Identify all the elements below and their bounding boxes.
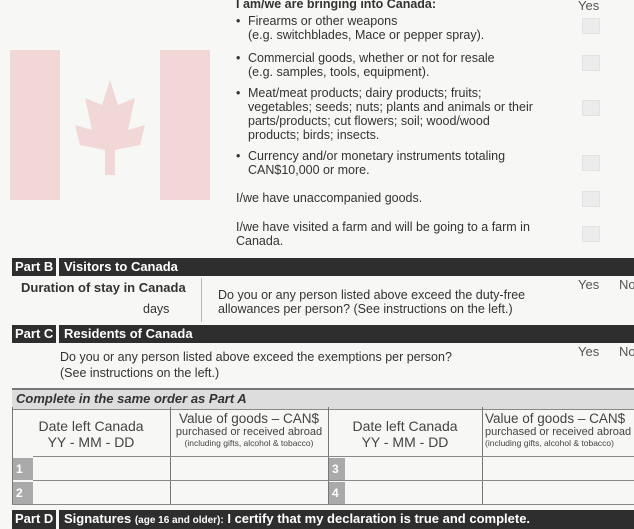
row-2-value-field[interactable] — [171, 482, 327, 503]
farm-line1: I/we have visited a farm and will be goi… — [236, 220, 530, 234]
part-b-yes[interactable]: Yes — [578, 277, 600, 292]
part-c-tag: Part C — [12, 325, 60, 343]
firearms-yes-checkbox[interactable] — [582, 18, 600, 34]
divider — [201, 278, 202, 322]
part-c-question-line2: (See instructions on the left.) — [60, 366, 220, 380]
row-number: 2 — [13, 482, 33, 504]
row-1-value-field[interactable] — [171, 458, 327, 479]
part-b-no[interactable]: No — [619, 277, 634, 292]
col-value-title: Value of goods – CAN$ — [485, 411, 626, 426]
unaccompanied-goods: I/we have unaccompanied goods. — [236, 191, 423, 205]
part-c-question-line1: Do you or any person listed above exceed… — [60, 350, 452, 364]
item-meat-line1: Meat/meat products; dairy products; frui… — [248, 86, 482, 100]
meat-yes-checkbox[interactable] — [582, 100, 600, 116]
row-number: 3 — [329, 458, 345, 480]
unaccompanied-yes-checkbox[interactable] — [582, 191, 600, 207]
divider — [12, 407, 13, 505]
days-label[interactable]: days — [143, 302, 170, 316]
row-number: 4 — [329, 482, 345, 504]
bullet: • — [236, 51, 241, 65]
row-3-date-field[interactable] — [346, 458, 481, 479]
part-b-header: Part B Visitors to Canada — [12, 258, 634, 276]
col-value-header-1: Value of goods – CAN$ purchased or recei… — [170, 411, 328, 448]
divider — [33, 456, 634, 457]
col-value-header-2: Value of goods – CAN$ purchased or recei… — [482, 411, 634, 448]
item-firearms-line1: Firearms or other weapons — [248, 14, 398, 28]
part-c-header: Part C Residents of Canada — [12, 325, 634, 343]
farm-line2: Canada. — [236, 234, 284, 248]
yes-column-label: Yes — [578, 0, 600, 13]
part-b-tag: Part B — [12, 258, 60, 276]
currency-yes-checkbox[interactable] — [582, 155, 600, 171]
row-4-date-field[interactable] — [346, 482, 481, 503]
canada-flag-watermark — [10, 50, 210, 200]
bullet: • — [236, 149, 241, 163]
row-4-value-field[interactable] — [483, 482, 633, 503]
part-c-no[interactable]: No — [619, 344, 634, 359]
item-commercial-line2: (e.g. samples, tools, equipment). — [248, 65, 430, 79]
row-1-date-field[interactable] — [34, 458, 169, 479]
row-number: 1 — [13, 458, 33, 480]
table-caption: Complete in the same order as Part A — [16, 391, 247, 406]
part-d-header: Part D Signatures (age 16 and older): I … — [12, 510, 634, 529]
col-date-format: YY - MM - DD — [47, 434, 135, 450]
item-meat-line3: parts/products; cut flowers; soil; wood/… — [248, 114, 490, 128]
col-value-sub: purchased or received abroad — [175, 426, 323, 438]
item-meat-line2: vegetables; seeds; nuts; plants and anim… — [248, 100, 533, 114]
part-c-yes[interactable]: Yes — [578, 344, 600, 359]
part-b-question-line2: allowances per person? (See instructions… — [218, 302, 513, 316]
table-caption-bar: Complete in the same order as Part A — [12, 388, 634, 410]
col-date-header-2: Date left Canada YY - MM - DD — [328, 418, 482, 450]
part-d-statement: I certify that my declaration is true an… — [227, 511, 531, 526]
part-d-title: Signatures (age 16 and older): I certify… — [64, 510, 530, 529]
col-date-header-1: Date left Canada YY - MM - DD — [12, 418, 170, 450]
part-d-age-note: (age 16 and older): — [134, 515, 224, 526]
item-meat-line4: products; birds; insects. — [248, 128, 380, 142]
item-currency-line1: Currency and/or monetary instruments tot… — [248, 149, 506, 163]
row-3-value-field[interactable] — [483, 458, 633, 479]
duration-label: Duration of stay in Canada — [21, 280, 186, 295]
commercial-yes-checkbox[interactable] — [582, 55, 600, 71]
col-value-note: (including gifts, alcohol & tobacco) — [184, 438, 314, 448]
part-b-question-line1: Do you or any person listed above exceed… — [218, 288, 526, 302]
divider — [12, 504, 634, 505]
col-date-title: Date left Canada — [352, 418, 458, 434]
col-value-title: Value of goods – CAN$ — [178, 411, 320, 426]
bullet: • — [236, 86, 241, 100]
part-d-title-main: Signatures — [64, 511, 132, 526]
col-date-format: YY - MM - DD — [361, 434, 449, 450]
part-c-title: Residents of Canada — [64, 326, 193, 341]
item-firearms-line2: (e.g. switchblades, Mace or pepper spray… — [248, 28, 485, 42]
divider — [33, 480, 634, 481]
item-currency-line2: CAN$10,000 or more. — [248, 163, 370, 177]
item-commercial-line1: Commercial goods, whether or not for res… — [248, 51, 495, 65]
col-value-note: (including gifts, alcohol & tobacco) — [485, 438, 614, 448]
farm-yes-checkbox[interactable] — [582, 226, 600, 242]
row-2-date-field[interactable] — [34, 482, 169, 503]
col-value-sub: purchased or received abroad — [485, 426, 632, 438]
part-b-title: Visitors to Canada — [64, 259, 178, 274]
part-a-heading: I am/we are bringing into Canada: — [236, 0, 437, 11]
bullet: • — [236, 14, 241, 28]
part-d-tag: Part D — [12, 510, 60, 529]
col-date-title: Date left Canada — [38, 418, 144, 434]
